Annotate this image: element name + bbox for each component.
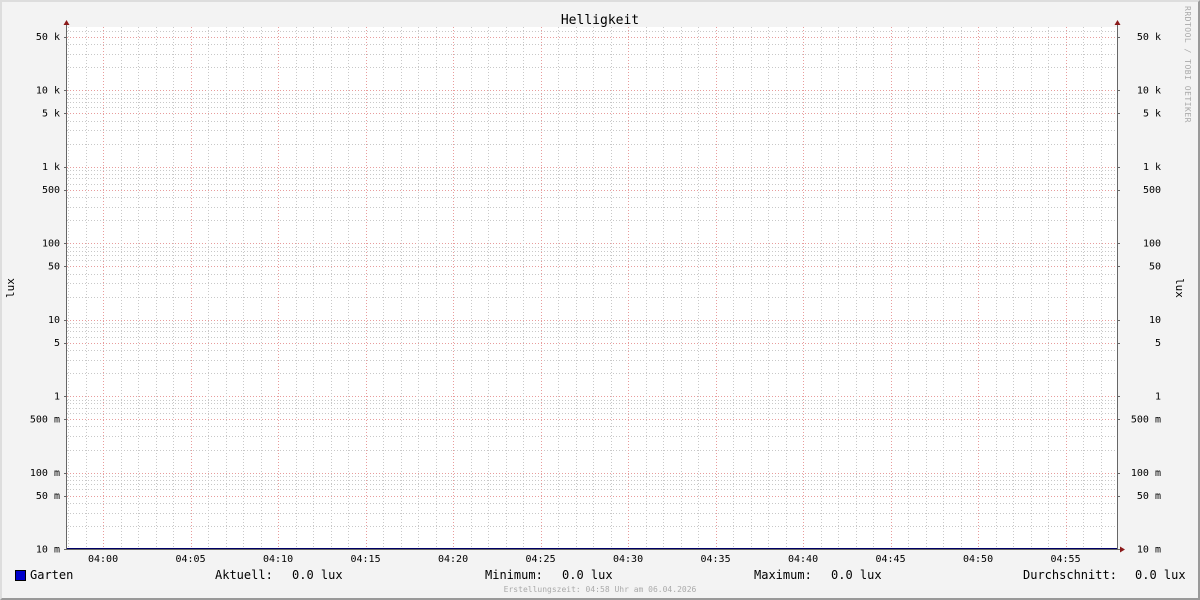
footer-timestamp: Erstellungszeit: 04:58 Uhr am 06.04.2026: [503, 585, 697, 594]
legend-maximum-label: Maximum:: [754, 568, 812, 582]
y-tick-label-left: 50 k: [36, 32, 60, 43]
x-tick-label: 04:10: [263, 554, 293, 565]
y-tick-label-left: 100: [42, 239, 60, 250]
chart-title: Helligkeit: [561, 13, 639, 28]
x-tick-label: 04:25: [525, 554, 555, 565]
y-axis-arrow-left: [63, 20, 70, 25]
y-tick-label-right: 5 k: [1143, 109, 1161, 120]
x-tick-label: 04:05: [175, 554, 205, 565]
y-tick-label-right: 10: [1149, 315, 1161, 326]
y-tick-label-right: 500 m: [1131, 415, 1161, 426]
rrdtool-watermark: RRDTOOL / TOBI OETIKER: [1183, 6, 1192, 123]
y-tick-label-right: 50: [1149, 262, 1161, 273]
y-tick-label-right: 500: [1143, 185, 1161, 196]
y-tick-label-left: 50: [48, 262, 60, 273]
y-tick-label-left: 10: [48, 315, 60, 326]
legend-series-name: Garten: [30, 568, 74, 582]
y-tick-label-left: 10 k: [36, 86, 60, 97]
x-tick-label: 04:50: [963, 554, 993, 565]
x-tick-label: 04:55: [1050, 554, 1080, 565]
y-tick-label-left: 10 m: [36, 545, 60, 556]
y-tick-label-left: 5 k: [42, 109, 60, 120]
legend-swatch-garten: [15, 570, 26, 581]
legend-aktuell-value: 0.0 lux: [292, 568, 343, 582]
legend-aktuell-label: Aktuell:: [215, 568, 273, 582]
x-tick-label: 04:35: [700, 554, 730, 565]
y-axis-arrow-right: [1114, 20, 1121, 25]
y-tick-label-right: 10 m: [1137, 545, 1161, 556]
y-tick-label-left: 100 m: [30, 468, 60, 479]
y-tick-label-right: 100: [1143, 239, 1161, 250]
x-tick-label: 04:00: [88, 554, 118, 565]
y-axis-label-left: lux: [4, 278, 17, 298]
y-tick-label-left: 5: [54, 338, 60, 349]
y-tick-label-right: 5: [1155, 338, 1161, 349]
legend-maximum-value: 0.0 lux: [831, 568, 882, 582]
y-tick-label-right: 50 k: [1137, 32, 1161, 43]
legend-avg-label: Durchschnitt:: [1023, 568, 1117, 582]
y-tick-label-left: 500 m: [30, 415, 60, 426]
y-tick-label-left: 1: [54, 392, 60, 403]
x-tick-label: 04:15: [350, 554, 380, 565]
y-tick-label-right: 50 m: [1137, 491, 1161, 502]
y-tick-label-right: 1 k: [1143, 162, 1161, 173]
x-tick-label: 04:30: [613, 554, 643, 565]
plot-area: [67, 27, 1117, 549]
legend-avg-value: 0.0 lux: [1135, 568, 1186, 582]
y-tick-label-left: 500: [42, 185, 60, 196]
y-tick-label-right: 10 k: [1137, 86, 1161, 97]
y-tick-label-left: 1 k: [42, 162, 60, 173]
legend-minimum-label: Minimum:: [485, 568, 543, 582]
y-axis-label-right: lux: [1173, 278, 1186, 298]
x-tick-label: 04:45: [875, 554, 905, 565]
y-tick-label-right: 100 m: [1131, 468, 1161, 479]
y-tick-label-right: 1: [1155, 392, 1161, 403]
x-axis-arrow: [1120, 546, 1125, 553]
y-tick-label-left: 50 m: [36, 491, 60, 502]
x-tick-label: 04:40: [788, 554, 818, 565]
legend-minimum-value: 0.0 lux: [562, 568, 613, 582]
x-tick-label: 04:20: [438, 554, 468, 565]
